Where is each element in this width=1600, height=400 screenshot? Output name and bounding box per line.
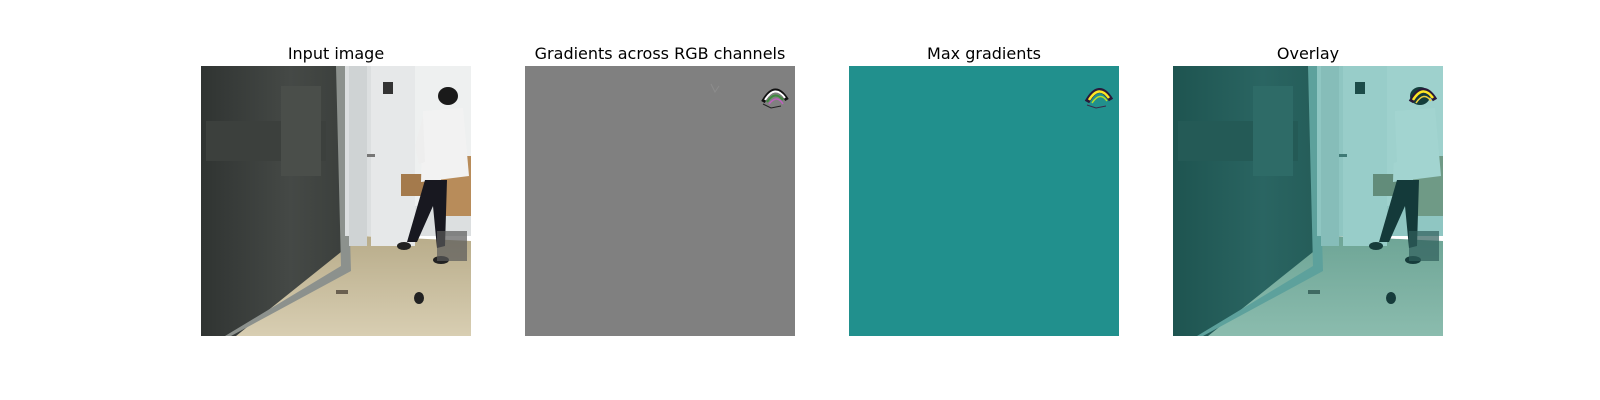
panel-gradients-rgb: Gradients across RGB channels [525, 42, 795, 336]
max-gradients-image [849, 66, 1119, 336]
panel-title-overlay: Overlay [1276, 44, 1340, 63]
panel-title-input: Input image [287, 44, 385, 63]
gradients-rgb-image [525, 66, 795, 336]
input-image [201, 66, 471, 336]
panel-input-image: Input image [201, 42, 471, 336]
panel-title-max-gradients: Max gradients [927, 44, 1041, 63]
overlay-image [1173, 66, 1443, 336]
panel-title-gradients-rgb: Gradients across RGB channels [534, 44, 786, 63]
panel-overlay: Overlay [1173, 42, 1443, 336]
panel-max-gradients: Max gradients [849, 42, 1119, 336]
